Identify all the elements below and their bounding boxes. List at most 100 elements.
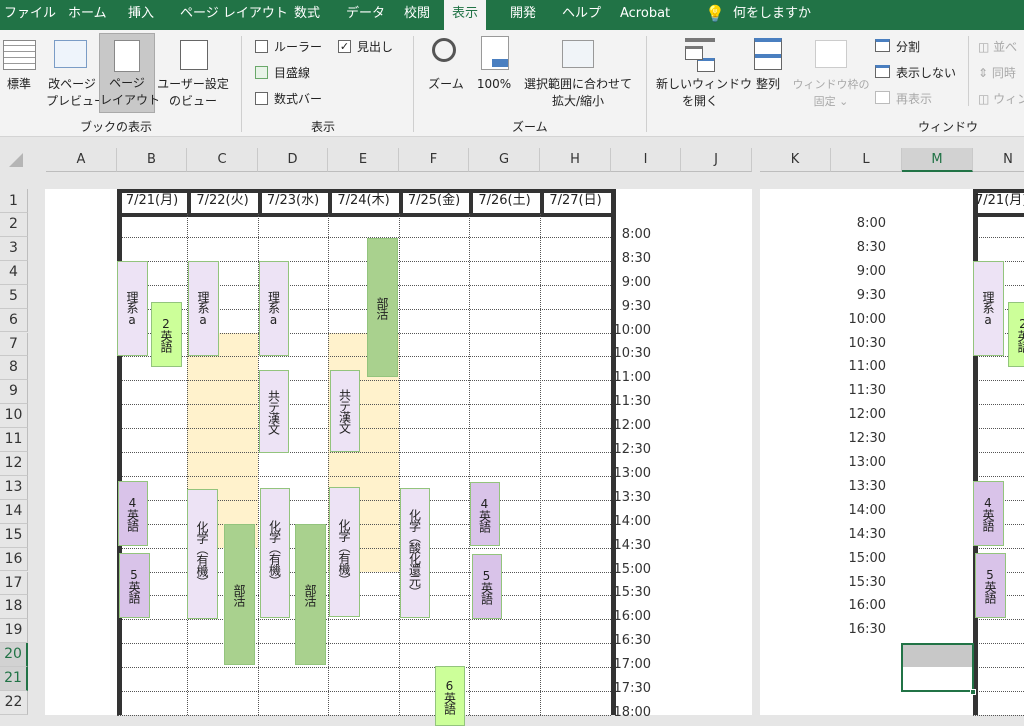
row-header-13[interactable]: 13	[0, 475, 28, 500]
date-header[interactable]: 7/21(月)	[975, 193, 1024, 208]
lightbulb-icon[interactable]: 💡	[705, 4, 725, 23]
formula-bar-checkbox[interactable]	[255, 92, 268, 105]
date-header[interactable]: 7/27(日)	[549, 193, 602, 208]
tab-7[interactable]: 表示	[444, 0, 487, 30]
row-header-22[interactable]: 22	[0, 691, 28, 715]
gridlines-checkbox[interactable]	[255, 66, 268, 79]
tab-6[interactable]: 校閲	[404, 6, 431, 21]
row-header-18[interactable]: 18	[0, 595, 28, 620]
new-window-button[interactable]: 新しいウィンドウ を開く	[656, 76, 752, 110]
row-header-1[interactable]: 1	[0, 189, 28, 213]
hide-button[interactable]: 表示しない	[896, 66, 957, 80]
time-label[interactable]: 14:00	[613, 513, 651, 529]
time-label[interactable]: 18:00	[613, 704, 651, 720]
time-label[interactable]: 13:30	[613, 489, 651, 505]
zoom-100-button[interactable]: 100%	[476, 77, 512, 91]
time-label[interactable]: 12:30	[848, 431, 886, 447]
time-label[interactable]: 15:30	[613, 585, 651, 601]
split-button[interactable]: 分割	[896, 40, 921, 54]
schedule-block[interactable]: 部活	[367, 238, 398, 377]
column-header-F[interactable]: F	[399, 148, 469, 172]
time-label[interactable]: 9:00	[621, 274, 651, 290]
row-header-2[interactable]: 2	[0, 213, 28, 237]
row-header-4[interactable]: 4	[0, 260, 28, 285]
schedule-block[interactable]: 6英語	[435, 666, 465, 726]
time-label[interactable]: 14:30	[613, 537, 651, 553]
time-label[interactable]: 9:30	[856, 287, 886, 303]
headings-checkbox[interactable]: ✓	[338, 40, 351, 53]
schedule-block[interactable]: 部活	[295, 524, 326, 665]
date-header[interactable]: 7/23(水)	[266, 193, 320, 208]
time-label[interactable]: 10:30	[848, 335, 886, 351]
schedule-block[interactable]: 5英語	[975, 553, 1006, 618]
schedule-block[interactable]: 化学（酸化還元）	[400, 488, 430, 618]
ruler-checkbox[interactable]	[255, 40, 268, 53]
row-header-7[interactable]: 7	[0, 332, 28, 357]
schedule-block[interactable]: 理系a	[259, 261, 289, 356]
time-label[interactable]: 16:00	[848, 598, 886, 614]
date-header[interactable]: 7/26(土)	[478, 193, 531, 208]
tell-me-search[interactable]: 何をしますか	[733, 6, 812, 21]
time-label[interactable]: 11:30	[613, 394, 651, 410]
schedule-block[interactable]: 部活	[224, 524, 255, 665]
tab-8[interactable]: 開発	[510, 6, 537, 21]
time-label[interactable]: 11:00	[613, 370, 651, 386]
column-header-G[interactable]: G	[469, 148, 540, 172]
column-header-K[interactable]: K	[760, 148, 831, 172]
schedule-block[interactable]: 化学（有機）	[260, 488, 290, 618]
column-header-L[interactable]: L	[831, 148, 902, 172]
page-layout-button[interactable]: ページ レイアウト	[99, 33, 160, 113]
time-label[interactable]: 10:00	[613, 322, 651, 338]
time-label[interactable]: 15:00	[848, 550, 886, 566]
time-label[interactable]: 10:00	[848, 311, 886, 327]
time-label[interactable]: 8:00	[621, 226, 651, 242]
time-label[interactable]: 11:00	[848, 359, 886, 375]
column-header-C[interactable]: C	[187, 148, 258, 172]
tab-0[interactable]: ファイル	[4, 6, 57, 21]
column-header-D[interactable]: D	[258, 148, 328, 172]
schedule-block[interactable]: 4英語	[973, 481, 1004, 546]
time-label[interactable]: 15:30	[848, 574, 886, 590]
row-header-15[interactable]: 15	[0, 523, 28, 548]
tab-3[interactable]: ページ レイアウト	[180, 6, 288, 21]
schedule-block[interactable]: 5英語	[472, 554, 502, 619]
time-label[interactable]: 15:00	[613, 561, 651, 577]
row-header-10[interactable]: 10	[0, 404, 28, 429]
custom-views-button[interactable]: ユーザー設定 のビュー	[155, 76, 231, 110]
schedule-block[interactable]: 共テ漢文	[259, 370, 289, 453]
row-header-17[interactable]: 17	[0, 571, 28, 596]
schedule-block[interactable]: 4英語	[118, 481, 148, 546]
column-header-A[interactable]: A	[46, 148, 117, 172]
time-label[interactable]: 16:00	[613, 609, 651, 625]
row-header-3[interactable]: 3	[0, 236, 28, 261]
time-label[interactable]: 8:30	[856, 239, 886, 255]
row-header-12[interactable]: 12	[0, 452, 28, 476]
row-header-5[interactable]: 5	[0, 284, 28, 309]
tab-2[interactable]: 挿入	[128, 6, 155, 21]
schedule-block[interactable]: 4英語	[470, 482, 500, 546]
row-header-6[interactable]: 6	[0, 308, 28, 333]
time-label[interactable]: 17:00	[613, 657, 651, 673]
tab-9[interactable]: ヘルプ	[562, 6, 602, 21]
schedule-block[interactable]: 5英語	[119, 553, 150, 618]
date-header[interactable]: 7/22(火)	[196, 193, 249, 208]
schedule-block[interactable]: 化学（有機）	[187, 489, 218, 619]
time-label[interactable]: 13:00	[848, 455, 886, 470]
time-label[interactable]: 14:00	[848, 502, 886, 518]
time-label[interactable]: 13:00	[613, 465, 651, 481]
select-all-button[interactable]	[0, 148, 28, 172]
time-label[interactable]: 10:30	[613, 346, 651, 362]
arrange-button[interactable]: 整列	[755, 77, 780, 91]
time-label[interactable]: 12:00	[613, 418, 651, 434]
column-header-N[interactable]: N	[973, 148, 1024, 172]
selection-box[interactable]	[901, 643, 974, 692]
time-label[interactable]: 12:00	[848, 407, 886, 423]
schedule-block[interactable]: 化学（有機）	[329, 487, 360, 617]
row-header-11[interactable]: 11	[0, 428, 28, 452]
fill-handle[interactable]	[970, 689, 976, 695]
date-header[interactable]: 7/24(木)	[337, 193, 390, 208]
row-header-9[interactable]: 9	[0, 380, 28, 405]
column-header-J[interactable]: J	[681, 148, 752, 172]
time-label[interactable]: 13:30	[848, 478, 886, 494]
date-header[interactable]: 7/25(金)	[407, 193, 461, 208]
